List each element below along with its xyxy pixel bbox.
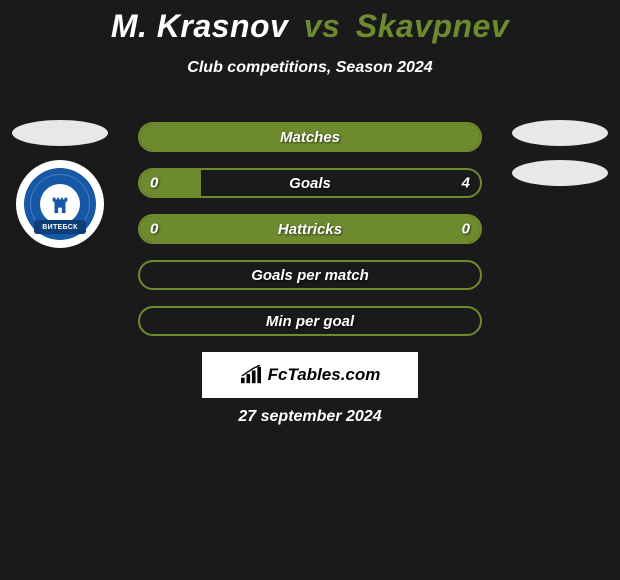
player1-avatar-placeholder	[12, 120, 108, 146]
bar-label: Min per goal	[266, 313, 354, 330]
tower-icon	[49, 193, 71, 215]
bar-left-value: 0	[150, 221, 158, 238]
brand-badge: FcTables.com	[202, 352, 418, 398]
bar-min-per-goal: Min per goal	[138, 306, 482, 336]
subtitle: Club competitions, Season 2024	[0, 59, 620, 77]
bar-label: Hattricks	[278, 221, 342, 238]
bar-label: Goals	[289, 175, 331, 192]
player1-avatar-group: ВИТЕБСК	[12, 120, 108, 248]
bar-hattricks: 0 Hattricks 0	[138, 214, 482, 244]
stat-bars: Matches 0 Goals 4 0 Hattricks 0 Goals pe…	[138, 122, 482, 352]
comparison-title: M. Krasnov vs Skavpnev	[0, 8, 620, 45]
crest-inner: ВИТЕБСК	[24, 168, 96, 240]
bar-goals: 0 Goals 4	[138, 168, 482, 198]
bar-label: Matches	[280, 129, 340, 146]
brand-text: FcTables.com	[268, 365, 381, 385]
bar-right-value: 4	[462, 175, 470, 192]
player2-avatar-placeholder	[512, 120, 608, 146]
bar-label: Goals per match	[251, 267, 369, 284]
player2-club-placeholder	[512, 160, 608, 186]
bar-chart-icon	[240, 365, 262, 385]
bar-matches: Matches	[138, 122, 482, 152]
player1-club-crest: ВИТЕБСК	[16, 160, 104, 248]
bar-left-value: 0	[150, 175, 158, 192]
vs-separator: vs	[304, 8, 341, 44]
crest-ribbon: ВИТЕБСК	[34, 220, 86, 234]
crest-core-icon	[40, 184, 80, 224]
player1-name: M. Krasnov	[111, 8, 288, 44]
player2-avatar-group	[512, 120, 608, 186]
bar-goals-per-match: Goals per match	[138, 260, 482, 290]
bar-right-value: 0	[462, 221, 470, 238]
header: M. Krasnov vs Skavpnev Club competitions…	[0, 0, 620, 77]
date-label: 27 september 2024	[0, 408, 620, 426]
player2-name: Skavpnev	[356, 8, 509, 44]
